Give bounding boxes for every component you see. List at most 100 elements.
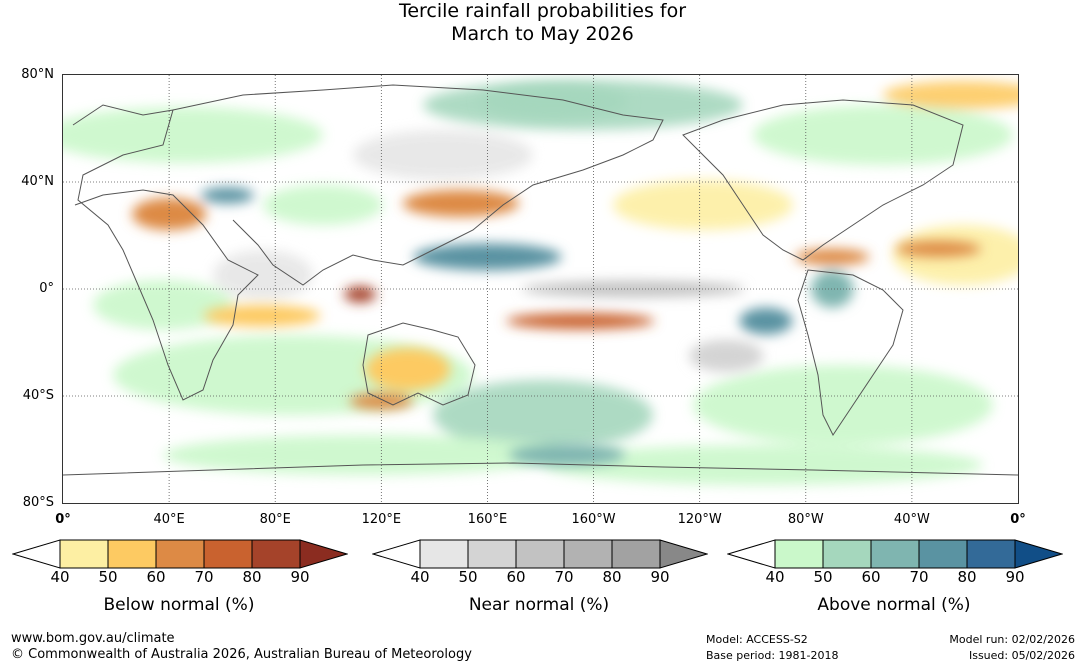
- colorbar-tick-label: 70: [194, 568, 214, 586]
- footer-copyright: © Commonwealth of Australia 2026, Austra…: [11, 647, 472, 662]
- longitude-label: 0°: [55, 512, 71, 527]
- texture-patch: [753, 105, 1013, 165]
- below-southern-ocean-indian: [349, 393, 414, 410]
- longitude-label: 160°E: [467, 512, 508, 527]
- colorbar-segment: [611, 539, 661, 569]
- longitude-label: 0°: [1010, 512, 1026, 527]
- outline-antarctica: [63, 462, 1018, 476]
- texture-patch: [263, 185, 383, 225]
- colorbar-arrow-high: [1014, 539, 1063, 569]
- colorbar-segment: [59, 539, 109, 569]
- latitude-label: 0°: [39, 281, 54, 296]
- above-west-pacific: [413, 243, 562, 271]
- longitude-label: 40°W: [893, 512, 930, 527]
- footer-model-run: Model run: 02/02/2026: [949, 633, 1075, 646]
- colorbar-segment: [251, 539, 301, 569]
- continent-outlines: [63, 84, 1018, 476]
- texture-patch: [63, 107, 323, 163]
- texture-patch: [883, 81, 1018, 109]
- near-southeast-pacific: [689, 339, 764, 372]
- outline-south-america: [797, 269, 904, 436]
- colorbar-title-above: Above normal (%): [817, 595, 971, 615]
- colorbar-arrow-low: [372, 539, 421, 569]
- colorbar-segment: [155, 539, 205, 569]
- colorbar-segment: [918, 539, 968, 569]
- colorbar-tick-label: 90: [650, 568, 670, 586]
- colorbar-tick-label: 50: [813, 568, 833, 586]
- texture-patch: [213, 250, 313, 300]
- colorbar-tick-label: 60: [861, 568, 881, 586]
- footer-url[interactable]: www.bom.gov.au/climate: [11, 631, 175, 646]
- texture-patch: [543, 445, 983, 485]
- below-indian-ocean: [203, 305, 321, 327]
- texture-patch: [353, 130, 533, 180]
- colorbar-tick-label: 50: [98, 568, 118, 586]
- footer-model: Model: ACCESS-S2: [706, 633, 808, 646]
- colorbar-segment: [822, 539, 872, 569]
- colorbar-tick-label: 50: [458, 568, 478, 586]
- texture-patch: [433, 380, 653, 450]
- colorbar-above: [727, 539, 1063, 569]
- colorbar-below: [12, 539, 348, 569]
- above-east-pacific: [739, 307, 793, 335]
- colorbar-segment: [563, 539, 613, 569]
- colorbar-segment: [467, 539, 517, 569]
- colorbar-segment: [203, 539, 253, 569]
- longitude-label: 80°E: [259, 512, 291, 527]
- outline-europe-africa: [72, 104, 259, 401]
- map-canvas: [63, 75, 1018, 503]
- colorbar-near: [372, 539, 708, 569]
- colorbar-title-near: Near normal (%): [468, 595, 610, 615]
- colorbar-segment: [419, 539, 469, 569]
- forecast-map[interactable]: [62, 74, 1019, 504]
- texture-patch: [613, 180, 793, 230]
- colorbar-title-below: Below normal (%): [103, 595, 255, 615]
- colorbar-tick-label: 80: [957, 568, 977, 586]
- latitude-label: 80°S: [22, 495, 54, 510]
- latitude-label: 40°S: [22, 388, 54, 403]
- above-southern-ocean-pacific: [508, 444, 626, 466]
- colorbar-tick-label: 40: [765, 568, 785, 586]
- title-line-2: March to May 2026: [451, 23, 634, 45]
- longitude-label: 120°E: [361, 512, 402, 527]
- latitude-label: 80°N: [21, 67, 54, 82]
- graticule: [63, 75, 1018, 503]
- colorbar-tick-label: 70: [909, 568, 929, 586]
- colorbar-tick-label: 60: [506, 568, 526, 586]
- colorbar-tick-label: 90: [290, 568, 310, 586]
- colorbar-arrow-high: [299, 539, 348, 569]
- colorbar-arrow-low: [12, 539, 61, 569]
- latitude-label: 40°N: [21, 174, 54, 189]
- colorbar-segment: [515, 539, 565, 569]
- below-west-pacific-northern: [402, 190, 520, 217]
- colorbar-tick-label: 60: [146, 568, 166, 586]
- title-line-1: Tercile rainfall probabilities for: [398, 0, 687, 22]
- below-caribbean: [795, 248, 870, 265]
- above-central-asia: [200, 187, 255, 204]
- colorbar-segment: [966, 539, 1016, 569]
- texture-patch: [163, 435, 563, 475]
- below-maritime-continent: [344, 286, 377, 303]
- colorbar-tick-label: 90: [1005, 568, 1025, 586]
- longitude-label: 40°E: [153, 512, 185, 527]
- colorbar-segment: [870, 539, 920, 569]
- footer-issued: Issued: 05/02/2026: [968, 649, 1075, 662]
- below-australia: [365, 347, 451, 391]
- colorbar-tick-label: 40: [50, 568, 70, 586]
- colorbar-segment: [107, 539, 157, 569]
- longitude-label: 80°W: [787, 512, 824, 527]
- colorbar-tick-label: 80: [602, 568, 622, 586]
- texture-patch: [93, 280, 233, 330]
- above-south-america: [811, 270, 854, 308]
- below-tropical-atlantic: [895, 240, 981, 257]
- colorbar-tick-label: 70: [554, 568, 574, 586]
- colorbar-segment: [774, 539, 824, 569]
- colorbar-tick-label: 80: [242, 568, 262, 586]
- below-north-africa-arabia: [131, 198, 207, 231]
- probability-regions: [131, 85, 981, 466]
- colorbar-arrow-high: [659, 539, 708, 569]
- outline-asia: [172, 84, 664, 286]
- longitude-label: 160°W: [571, 512, 616, 527]
- map-title: Tercile rainfall probabilities for March…: [0, 0, 1085, 46]
- colorbar-arrow-low: [727, 539, 776, 569]
